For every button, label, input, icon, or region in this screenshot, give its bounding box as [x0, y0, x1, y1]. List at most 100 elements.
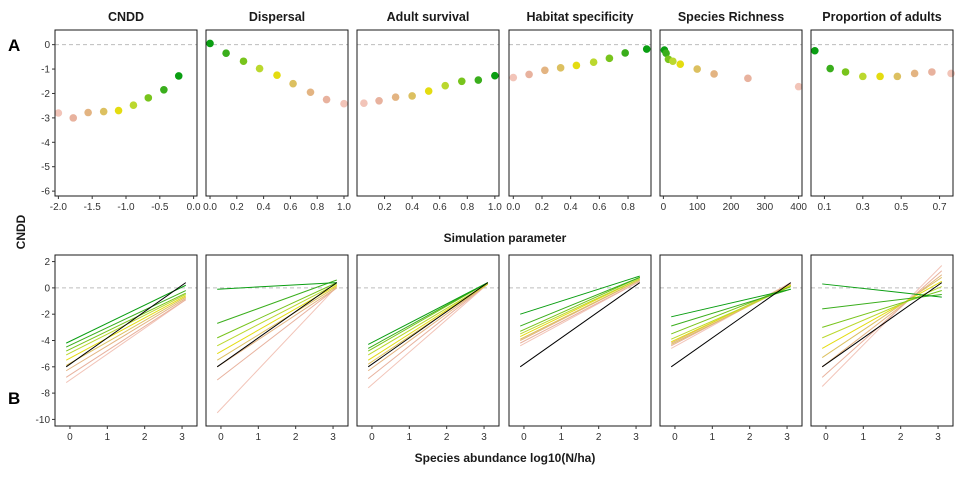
series-line: [65, 299, 187, 378]
series-line: [822, 293, 942, 310]
x-tick-label: -2.0: [50, 202, 68, 213]
x-tick-label: 0.1: [817, 202, 831, 213]
x-tick-label: 1: [407, 432, 413, 443]
x-tick-label: 0.3: [856, 202, 870, 213]
series-line: [65, 284, 187, 344]
x-tick-label: 3: [481, 432, 487, 443]
data-point: [928, 68, 936, 76]
data-point: [744, 74, 752, 83]
row-a-x-axis-title: Simulation parameter: [444, 231, 567, 245]
x-tick-label: 3: [633, 432, 639, 443]
x-tick-label: 0.8: [460, 202, 474, 213]
panel-frame: [810, 29, 954, 197]
x-tick-label: 0.4: [257, 202, 271, 213]
series-line: [65, 292, 187, 352]
x-tick-label: 0.0: [203, 202, 217, 213]
series-line: [217, 282, 337, 290]
panel-frame: [356, 29, 500, 197]
y-tick-label: -6: [41, 187, 50, 198]
x-tick-label: -1.5: [84, 202, 102, 213]
data-point: [859, 72, 867, 81]
data-point: [589, 58, 598, 67]
x-tick-label: 2: [142, 432, 148, 443]
data-point: [54, 109, 63, 117]
data-point: [322, 95, 331, 104]
x-tick-label: 0.6: [592, 202, 606, 213]
series-line: [822, 290, 942, 328]
data-point: [84, 108, 92, 117]
x-tick-label: 2: [596, 432, 602, 443]
panel-a-4: Habitat specificity 0.0 0.2 0.4 0.6 0.8: [506, 10, 652, 213]
series-line: [217, 279, 337, 324]
series-line: [519, 282, 641, 368]
series-line: [217, 282, 337, 339]
series-line: [367, 283, 489, 380]
x-tick-label: 1: [105, 432, 111, 443]
data-point: [572, 61, 581, 70]
series-line: [367, 283, 489, 372]
series-line: [519, 279, 641, 340]
x-tick-label: 3: [179, 432, 185, 443]
panel-frame: [356, 254, 500, 427]
x-tick-label: 0.7: [933, 202, 947, 213]
series-line: [367, 283, 489, 356]
data-point: [99, 107, 108, 116]
panel-a-5: Species Richness 0 100 200 300 400: [659, 10, 807, 213]
data-point: [129, 101, 138, 109]
panel-frame: [810, 254, 954, 427]
panel-a-3: Adult survival 0.2 0.4 0.6 0.8 1.0: [356, 10, 502, 213]
x-tick-label: 0: [369, 432, 375, 443]
data-point: [289, 79, 297, 88]
series-line: [821, 282, 943, 368]
series-line: [520, 275, 640, 315]
x-tick-label: 0.0: [187, 202, 201, 213]
series-line: [216, 286, 338, 414]
x-tick-label: 0: [672, 432, 678, 443]
series-line: [367, 282, 489, 349]
series-line: [821, 280, 943, 349]
x-tick-label: 0.6: [433, 202, 447, 213]
data-point: [509, 73, 518, 82]
data-point: [556, 64, 565, 72]
data-point: [893, 72, 902, 81]
x-tick-label: 0.2: [535, 202, 549, 213]
x-tick-label: 0: [521, 432, 527, 443]
series-line: [216, 287, 338, 368]
x-tick-label: 1: [861, 432, 867, 443]
panel-frame: [508, 254, 652, 427]
series-line: [216, 287, 338, 381]
series-line: [671, 288, 791, 327]
series-line: [65, 297, 187, 372]
series-line: [519, 280, 641, 344]
data-point: [841, 68, 850, 76]
panel-a-1: CNDD -2.0 -1.5 -1.0 -0.5 0.0 0 -1 -2 -3 -4 -5 -6: [41, 10, 201, 213]
panel-frame: [205, 29, 349, 197]
panel-b-2: 0 1 2 3: [205, 254, 349, 443]
x-tick-label: 2: [444, 432, 450, 443]
y-tick-label: -4: [41, 138, 50, 149]
series-line: [367, 282, 489, 368]
panel-frame: [54, 254, 198, 427]
panel-b-1: 0 1 2 3 2 0 -2 -4 -6 -8 -10: [36, 254, 198, 443]
series-line: [821, 265, 943, 387]
data-point: [662, 49, 670, 57]
data-point: [676, 60, 685, 68]
series-line: [821, 274, 943, 368]
data-point: [910, 69, 919, 78]
series-line: [670, 282, 792, 368]
x-tick-label: 0.2: [378, 202, 392, 213]
panel-b-4: 0 1 2 3: [508, 254, 652, 443]
x-tick-label: 1: [559, 432, 565, 443]
series-line: [671, 286, 791, 335]
panel-b-6: 0 1 2 3: [810, 254, 954, 443]
series-line: [822, 286, 942, 339]
y-tick-label: 0: [44, 283, 50, 294]
y-tick-label: 2: [44, 257, 50, 268]
data-point: [160, 86, 168, 94]
y-tick-label: -8: [41, 389, 50, 400]
panel-frame: [205, 254, 349, 427]
x-tick-label: 0.4: [564, 202, 578, 213]
panel-b-3: 0 1 2 3: [356, 254, 500, 443]
y-tick-label: 0: [44, 40, 50, 51]
x-tick-label: 1.0: [488, 202, 502, 213]
